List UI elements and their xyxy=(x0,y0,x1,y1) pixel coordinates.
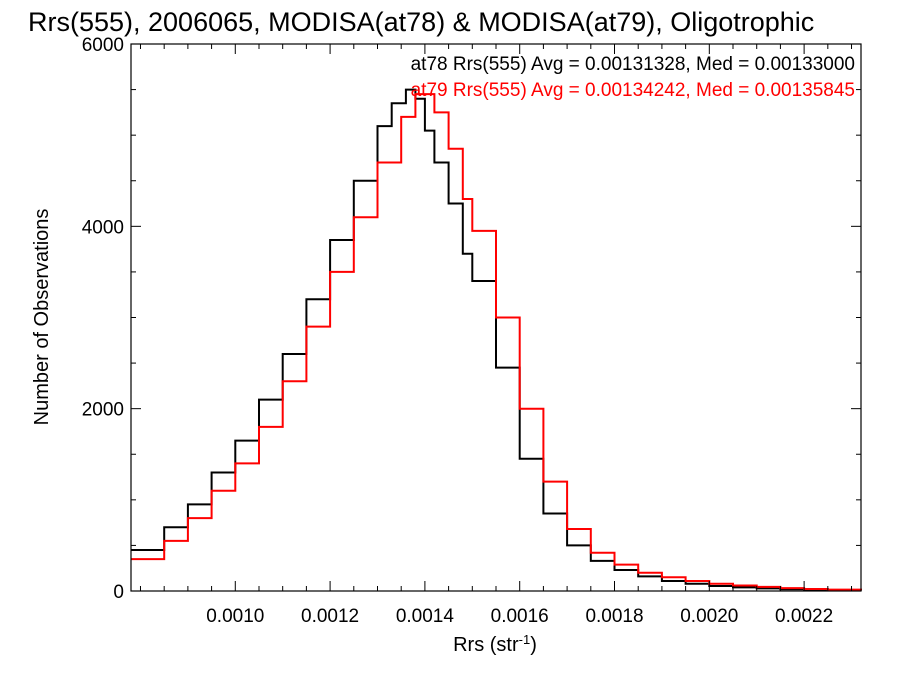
y-tick-label: 0 xyxy=(113,582,124,603)
x-axis-label-superscript: -1 xyxy=(519,632,531,647)
x-axis-label: Rrs (str-1) xyxy=(453,632,537,657)
y-tick-label: 4000 xyxy=(82,217,124,238)
stats-at78: at78 Rrs(555) Avg = 0.00131328, Med = 0.… xyxy=(411,54,855,75)
x-axis-label-end: ) xyxy=(530,634,537,656)
x-tick-label: 0.0016 xyxy=(491,606,549,627)
x-tick-label: 0.0022 xyxy=(775,606,833,627)
y-tick-label: 2000 xyxy=(82,400,124,421)
y-tick-label: 6000 xyxy=(82,35,124,56)
x-tick-label: 0.0010 xyxy=(206,606,264,627)
x-axis-label-main: Rrs (str xyxy=(453,634,519,656)
chart-title: Rrs(555), 2006065, MODISA(at78) & MODISA… xyxy=(28,7,814,37)
x-tick-label: 0.0020 xyxy=(680,606,738,627)
y-axis-label: Number of Observations xyxy=(31,209,53,426)
x-tick-label: 0.0018 xyxy=(585,606,643,627)
x-tick-label: 0.0014 xyxy=(396,606,455,627)
ticks-layer: 0.0010 0.0012 0.0014 0.0016 0.0018 0.0020 0.00… xyxy=(82,35,861,627)
series-at79-histogram xyxy=(131,93,862,591)
x-tick-label: 0.0012 xyxy=(301,606,359,627)
stats-at79: at79 Rrs(555) Avg = 0.00134242, Med = 0.… xyxy=(411,80,855,101)
series-layer xyxy=(131,88,862,592)
plot-area: 0.0010 0.0012 0.0014 0.0016 0.0018 0.0020 0.00… xyxy=(82,35,862,627)
